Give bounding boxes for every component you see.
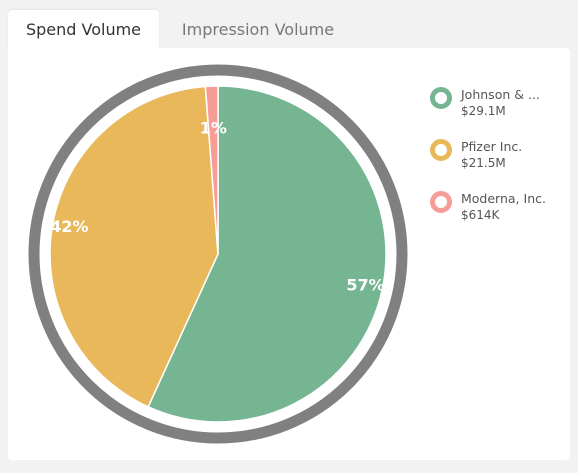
legend-item-pfizer[interactable]: Pfizer Inc. $21.5M <box>430 138 565 190</box>
tab-spend-volume[interactable]: Spend Volume <box>8 10 159 48</box>
legend-name-johnson: Johnson & ... <box>461 87 540 102</box>
tab-impression-volume[interactable]: Impression Volume <box>181 19 335 39</box>
pie-slice-pfizer[interactable] <box>49 85 219 408</box>
legend-marker-johnson <box>430 87 452 109</box>
legend-value-pfizer: $21.5M <box>461 156 506 170</box>
pie-label-johnson: 57% <box>346 276 384 295</box>
pie-label-moderna: 1% <box>200 119 227 138</box>
pie-label-pfizer: 42% <box>50 217 88 236</box>
chart-panel: 57% 42% 1% Johnson & ... $29.1M Pfizer Inc… <box>8 48 570 460</box>
pie-outer-ring <box>28 64 408 444</box>
pie-slice-johnson[interactable] <box>147 85 387 423</box>
tab-bar: Spend Volume Impression Volume <box>8 10 357 48</box>
legend-marker-moderna <box>430 191 452 213</box>
pie-chart: 57% 42% 1% <box>28 64 408 444</box>
chart-legend: Johnson & ... $29.1M Pfizer Inc. $21.5M … <box>430 86 565 242</box>
legend-name-pfizer: Pfizer Inc. <box>461 139 523 154</box>
legend-item-johnson[interactable]: Johnson & ... $29.1M <box>430 86 565 138</box>
legend-value-johnson: $29.1M <box>461 104 506 118</box>
legend-value-moderna: $614K <box>461 208 500 222</box>
pie-slice-moderna[interactable] <box>204 85 219 255</box>
legend-marker-pfizer <box>430 139 452 161</box>
legend-name-moderna: Moderna, Inc. <box>461 191 546 206</box>
legend-item-moderna[interactable]: Moderna, Inc. $614K <box>430 190 565 242</box>
